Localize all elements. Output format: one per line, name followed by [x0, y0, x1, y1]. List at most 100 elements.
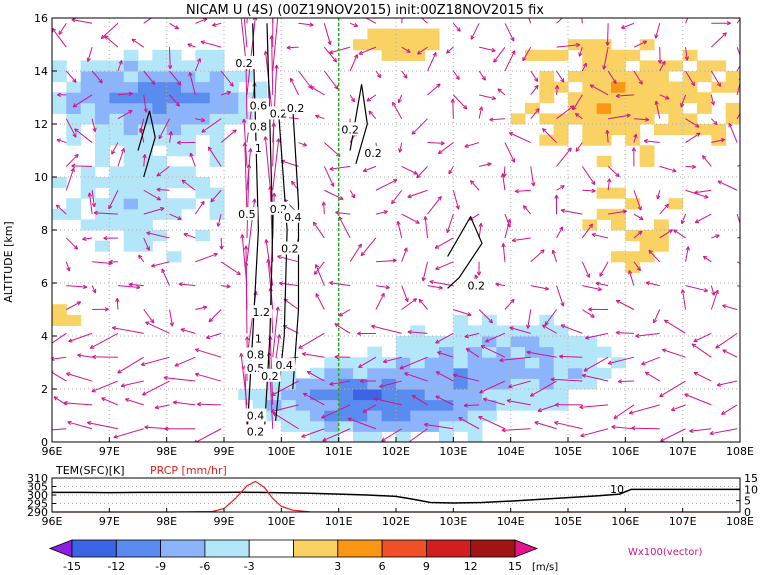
surface-x-tick-label: 106E — [611, 515, 639, 528]
shade-cell — [295, 389, 311, 401]
wind-vector — [368, 110, 377, 120]
svg-text:0.8: 0.8 — [250, 121, 268, 134]
shade-cell — [625, 113, 641, 125]
wind-vector — [685, 246, 690, 262]
shade-cell — [224, 113, 239, 125]
shade-cell — [596, 134, 612, 146]
wind-vector — [497, 88, 506, 96]
shade-cell — [195, 177, 211, 189]
shade-cell — [611, 208, 626, 220]
shade-cell — [725, 71, 740, 83]
colorbar-tick-label: 9 — [423, 560, 430, 573]
shade-cell — [654, 124, 669, 136]
wind-vector — [502, 166, 507, 178]
wind-vector — [111, 326, 144, 334]
shade-cell — [396, 357, 411, 369]
shade-cell — [224, 81, 239, 93]
shade-cell — [553, 336, 569, 348]
wind-vector — [504, 142, 515, 163]
wind-vector — [271, 380, 299, 396]
shade-cell — [66, 113, 82, 125]
shade-cell — [482, 346, 497, 358]
wind-vector — [379, 380, 402, 389]
wind-vector — [560, 208, 583, 215]
shade-cell — [625, 71, 641, 83]
wind-vector — [581, 18, 583, 24]
wind-vector — [401, 70, 408, 79]
shade-cell — [123, 102, 139, 114]
shade-cell — [209, 155, 225, 167]
shade-cell — [654, 81, 669, 93]
wind-vector — [660, 428, 686, 442]
shade-cell — [582, 134, 598, 146]
shade-cell — [181, 166, 196, 178]
wind-vector — [504, 23, 515, 42]
wind-vector — [272, 18, 279, 72]
wind-vector — [52, 428, 67, 431]
shade-cell — [224, 71, 239, 83]
shade-cell — [596, 49, 612, 61]
wind-vector — [736, 261, 740, 264]
wind-vector — [349, 54, 358, 72]
wind-vector — [684, 393, 712, 406]
wind-vector — [74, 128, 93, 143]
shade-cell — [267, 399, 282, 411]
shade-cell — [52, 71, 67, 83]
wind-vector — [661, 348, 686, 358]
shade-cell — [195, 92, 211, 104]
shade-cell — [109, 102, 125, 114]
wind-vector — [156, 187, 170, 192]
wind-vector — [504, 213, 511, 228]
wind-vector — [349, 189, 356, 199]
shade-cell — [52, 314, 67, 326]
x-tick-label: 107E — [669, 445, 697, 458]
wind-vector — [644, 371, 660, 382]
wind-vector — [71, 18, 93, 24]
wind-vector — [615, 93, 634, 99]
colorbar-tick-label: 12 — [464, 560, 478, 573]
wind-vector — [143, 309, 155, 324]
wind-vector — [375, 179, 398, 191]
shade-cell — [596, 155, 612, 167]
shade-cell — [510, 346, 526, 358]
wind-vector — [375, 258, 397, 263]
shade-cell — [525, 378, 540, 390]
shade-cell — [152, 92, 168, 104]
contour-label: 0.2 — [244, 424, 267, 438]
contour-line — [137, 110, 156, 178]
svg-text:0.2: 0.2 — [281, 243, 299, 256]
shade-cell — [281, 389, 297, 401]
wind-vector — [220, 129, 237, 143]
shade-cell — [66, 124, 82, 136]
wind-vector — [581, 261, 590, 278]
wind-vector — [329, 46, 351, 55]
shade-cell — [625, 81, 641, 93]
wind-vector — [382, 356, 402, 364]
wind-vector — [737, 236, 740, 239]
shade-cell — [410, 346, 426, 358]
shade-cell — [582, 378, 598, 390]
shade-cell — [582, 81, 598, 93]
shade-cell — [324, 367, 340, 379]
wind-vector — [499, 356, 531, 363]
shade-cell — [66, 102, 82, 114]
svg-text:0.2: 0.2 — [261, 370, 279, 383]
shade-cell — [95, 81, 110, 93]
wind-vector — [643, 138, 660, 144]
shade-cell — [166, 60, 182, 72]
wind-vector — [550, 377, 583, 382]
wind-vector — [529, 380, 557, 397]
wind-vector — [711, 138, 726, 144]
shade-cell — [166, 113, 182, 125]
wind-vector — [91, 118, 97, 132]
wind-vector — [478, 70, 486, 81]
prcp-axis-label: PRCP [mm/hr] — [150, 464, 227, 477]
shade-cell — [582, 357, 598, 369]
shade-cell — [668, 60, 684, 72]
wind-vector — [702, 155, 712, 167]
shade-cell — [453, 410, 469, 422]
contour-label: 0.4 — [282, 209, 304, 224]
wind-vector — [207, 146, 222, 167]
wind-vector — [710, 70, 722, 87]
shade-cell — [123, 177, 139, 189]
